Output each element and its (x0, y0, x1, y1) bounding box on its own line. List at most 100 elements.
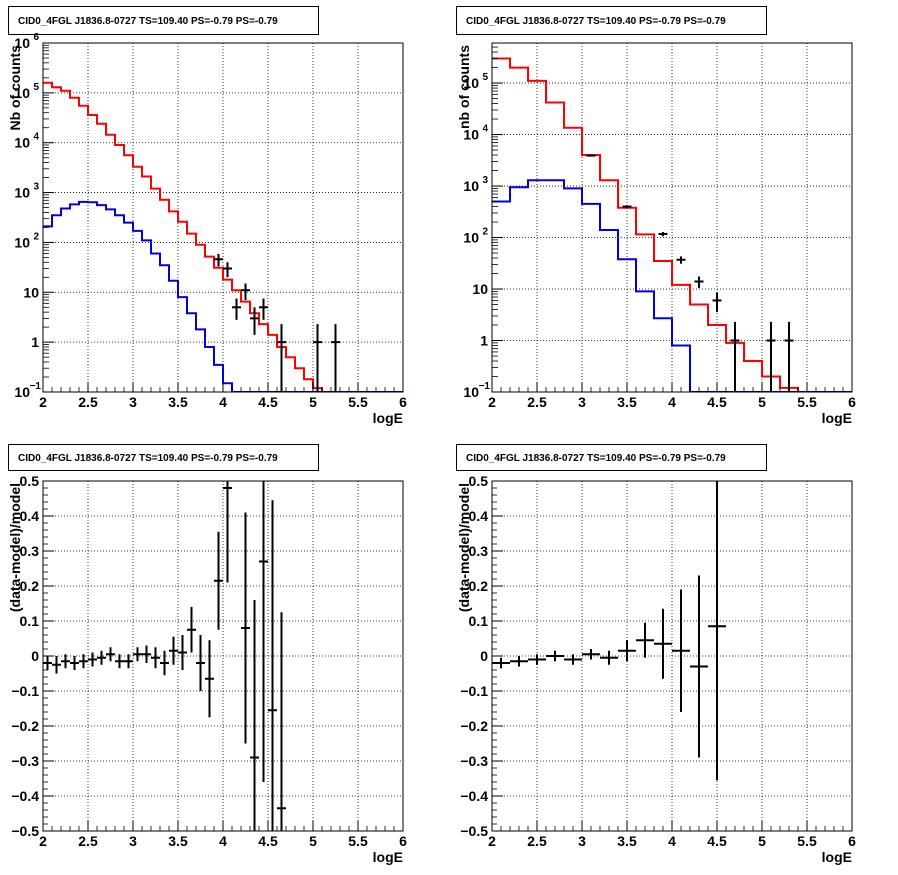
p2-data-points (586, 154, 794, 392)
x-tick-label: 3 (129, 833, 137, 849)
p3-data-point (115, 654, 124, 669)
y-tick-label: 10 (463, 230, 479, 246)
p1-title: CID0_4FGL J1836.8-0727 TS=109.40 PS=-0.7… (18, 16, 278, 27)
p3-data-point (241, 512, 250, 744)
y-tick-label: 10 (463, 127, 479, 143)
p1-data-point (241, 283, 250, 301)
p3-data-point (106, 647, 115, 662)
p3-data-point (196, 635, 205, 691)
y-tick-label: −0.1 (11, 683, 39, 699)
p1-panel: CID0_4FGL J1836.8-0727 TS=109.40 PS=-0.7… (7, 6, 407, 426)
y-tick-label: 0 (480, 648, 488, 664)
p4-data-point (672, 589, 690, 712)
p3-data-points (43, 481, 286, 831)
p4-x-axis: 2 2.5 3 3.5 4 4.5 5 5.5 6 (488, 821, 856, 849)
y-tick-label: 1 (480, 333, 488, 349)
p4-title-box (456, 444, 767, 471)
x-tick-label: 5 (309, 833, 317, 849)
p3-panel: CID0_4FGL J1836.8-0727 TS=109.40 PS=-0.7… (7, 444, 407, 865)
p2-total-model-histogram (492, 57, 852, 392)
y-tick-base: 1 (31, 334, 39, 350)
y-tick-base: 0.1 (20, 613, 40, 629)
p1-component-model-histogram (43, 200, 403, 392)
y-tick-exponent: 2 (33, 231, 39, 242)
p2-data-point (658, 232, 668, 237)
y-tick-exponent: 5 (33, 82, 39, 93)
y-tick-base: 0.4 (469, 508, 489, 524)
x-tick-label: 4 (668, 833, 676, 849)
p2-component-model-histogram (492, 179, 852, 392)
y-tick-label: −0.1 (460, 683, 488, 699)
y-tick-base: −0.1 (11, 683, 39, 699)
p2-x-axis-label: logE (822, 410, 852, 426)
p3-data-point (124, 654, 133, 669)
y-tick-label: 0.5 (469, 473, 489, 489)
y-tick-base: 0.3 (20, 543, 40, 559)
y-tick-exponent: 4 (33, 132, 39, 143)
y-tick-base: −0.5 (11, 823, 39, 839)
p4-panel: CID0_4FGL J1836.8-0727 TS=109.40 PS=-0.7… (456, 444, 856, 865)
y-tick-base: −0.5 (460, 823, 488, 839)
x-tick-label: 6 (848, 833, 856, 849)
x-tick-label: 2.5 (527, 833, 547, 849)
y-tick-label: 0.3 (469, 543, 489, 559)
p4-y-axis: −0.5 −0.4 −0.3 −0.2 −0.1 0 0.1 0.2 0.3 0.4 0.5 (460, 473, 503, 839)
x-tick-label: 4 (668, 394, 676, 410)
p3-data-point (277, 612, 286, 831)
p1-data-point (259, 298, 268, 320)
p1-data-point (331, 324, 340, 392)
x-tick-label: 2.5 (78, 394, 98, 410)
x-tick-label: 2 (488, 833, 496, 849)
p4-data-point (582, 649, 600, 660)
y-tick-base: 0.2 (469, 578, 489, 594)
p2-data-point (766, 321, 776, 392)
p2-title-box (456, 6, 767, 35)
p2-plot-area (492, 57, 852, 392)
p1-grid (43, 43, 403, 392)
p3-title-box (8, 444, 319, 471)
y-tick-label: 0.3 (20, 543, 40, 559)
y-tick-label: 10 (14, 85, 30, 101)
x-tick-label: 3.5 (168, 394, 188, 410)
p4-data-point (654, 608, 672, 679)
p2-grid (492, 43, 852, 392)
y-tick-label: 0.1 (469, 613, 489, 629)
y-tick-base: 10 (14, 85, 30, 101)
p4-plot-area (492, 481, 726, 781)
x-tick-label: 3 (578, 394, 586, 410)
x-tick-label: 5 (309, 394, 317, 410)
y-tick-base: −0.4 (11, 788, 39, 804)
p1-data-point (232, 298, 241, 320)
y-tick-base: 1 (480, 333, 488, 349)
y-tick-label: 10 (472, 281, 488, 297)
y-tick-base: −0.2 (11, 718, 39, 734)
y-tick-label: −0.2 (460, 718, 488, 734)
y-tick-base: 10 (23, 284, 39, 300)
y-tick-base: 10 (463, 178, 479, 194)
p3-data-point (133, 647, 142, 662)
p2-data-point (676, 256, 686, 264)
y-tick-label: 10 (14, 185, 30, 201)
p3-data-point (214, 531, 223, 630)
y-tick-base: 0.1 (469, 613, 489, 629)
p1-data-point (250, 307, 259, 335)
p4-data-point (528, 654, 546, 665)
x-tick-label: 5 (758, 833, 766, 849)
p3-data-point (88, 652, 97, 667)
y-tick-base: 0.5 (469, 473, 489, 489)
p4-data-point (690, 575, 708, 758)
p4-data-point (618, 640, 636, 662)
y-tick-label: 0.1 (20, 613, 40, 629)
p3-y-axis: −0.5 −0.4 −0.3 −0.2 −0.1 0 0.1 0.2 0.3 0.4 0.5 (11, 473, 54, 839)
x-tick-label: 4 (219, 833, 227, 849)
p1-x-axis: 2 2.5 3 3.5 4 4.5 5 5.5 6 (39, 382, 407, 410)
y-tick-base: 0 (31, 648, 39, 664)
x-tick-label: 5 (758, 394, 766, 410)
y-tick-label: −0.5 (460, 823, 488, 839)
p1-data-point (223, 262, 232, 278)
p2-y-axis-label: nb of counts (456, 45, 472, 129)
x-tick-label: 6 (399, 394, 407, 410)
p3-title: CID0_4FGL J1836.8-0727 TS=109.40 PS=-0.7… (18, 453, 278, 464)
y-tick-base: 10 (463, 75, 479, 91)
